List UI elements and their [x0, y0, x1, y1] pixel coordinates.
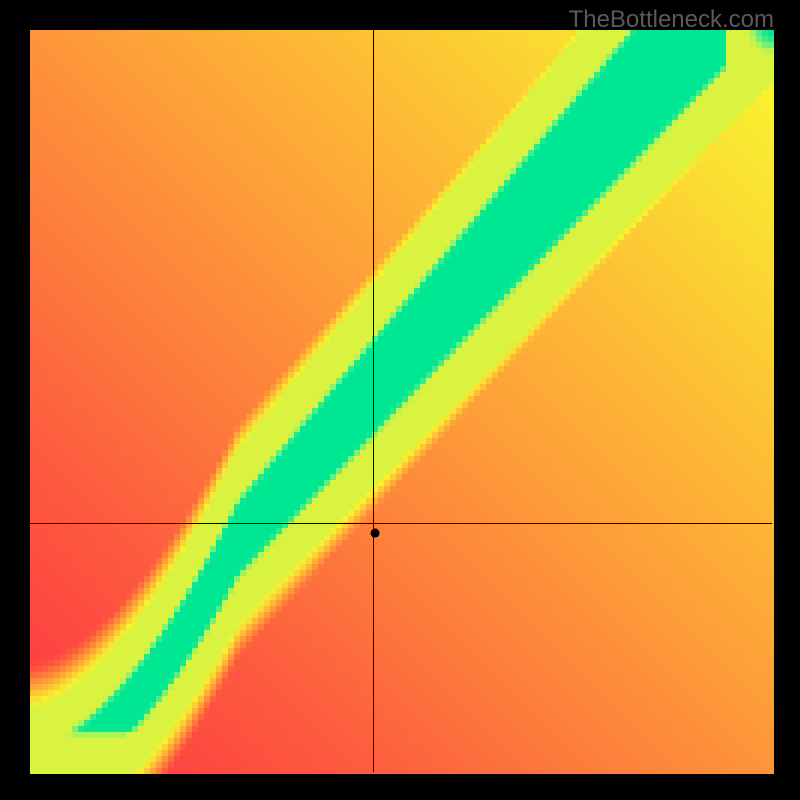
watermark-text: TheBottleneck.com	[569, 6, 774, 34]
bottleneck-heatmap	[0, 0, 800, 800]
figure-wrapper: TheBottleneck.com	[0, 0, 800, 800]
